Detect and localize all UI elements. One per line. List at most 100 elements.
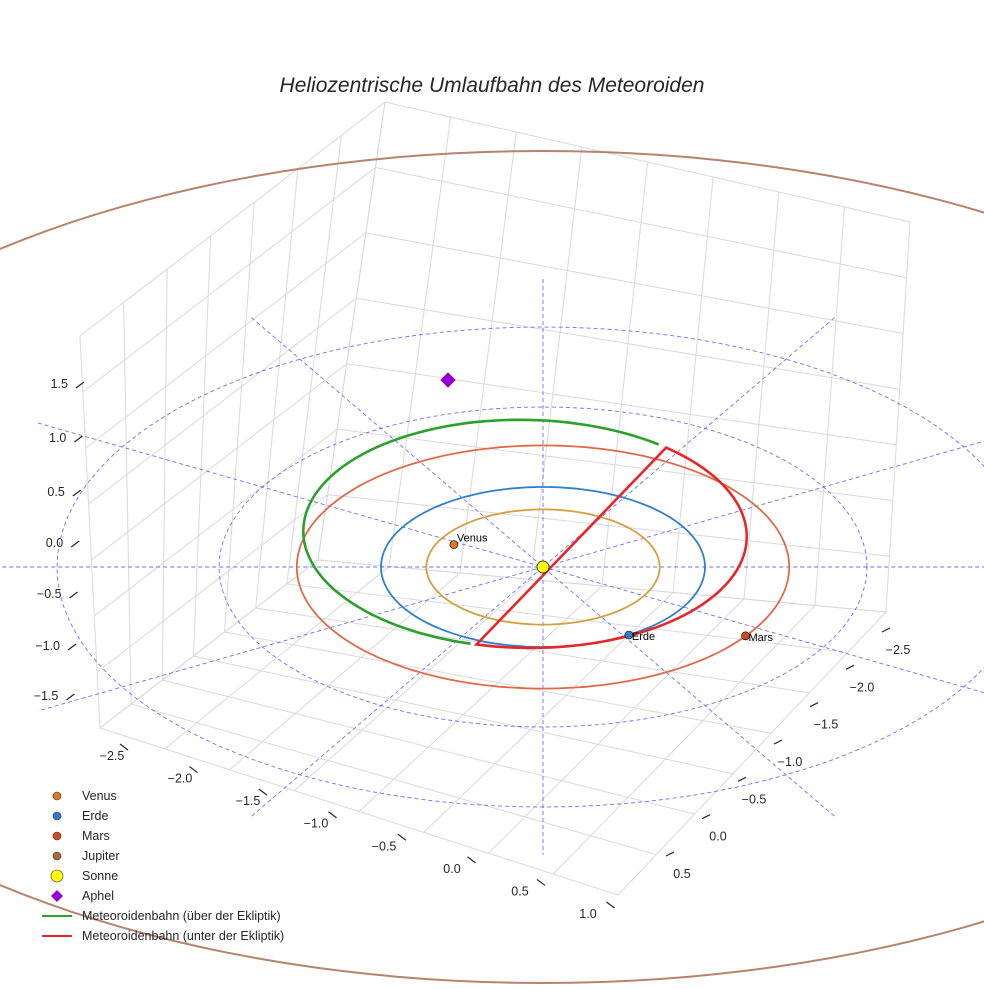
grid-line <box>82 166 907 393</box>
orbit-mars <box>295 444 791 690</box>
aphel-marker <box>440 372 456 388</box>
grid-line <box>488 598 745 854</box>
legend-item: Mars <box>40 826 284 846</box>
z-tick <box>74 435 83 443</box>
grid-line <box>79 101 911 337</box>
planet-label-erde: Erde <box>632 631 655 643</box>
y-tick-label: 0.5 <box>673 867 690 881</box>
grid-line <box>229 572 461 771</box>
legend-label: Venus <box>82 789 117 803</box>
planet-label-mars: Mars <box>749 632 774 644</box>
x-tick-label: −1.0 <box>304 817 329 831</box>
z-tick-label: 0.0 <box>46 536 63 550</box>
legend-marker-line <box>40 926 74 946</box>
grid-line <box>224 202 255 633</box>
x-tick <box>467 856 476 864</box>
pane-left <box>80 102 385 700</box>
legend-marker-circle <box>40 786 74 806</box>
grid-line <box>255 168 299 609</box>
y-tick <box>881 627 891 633</box>
grid-line <box>255 607 810 694</box>
x-tick-label: 0.5 <box>511 884 528 898</box>
x-tick-label: 0.0 <box>443 862 460 876</box>
z-tick-label: 0.5 <box>47 485 64 499</box>
y-tick-label: −1.0 <box>778 755 803 769</box>
grid-line <box>224 631 772 734</box>
y-tick <box>845 664 855 670</box>
grid-line <box>286 135 342 585</box>
z-tick-label: 1.0 <box>49 431 66 445</box>
y-tick <box>773 739 783 745</box>
grid-line <box>164 566 390 750</box>
grid-line <box>99 559 319 729</box>
x-tick <box>536 878 546 886</box>
z-tick <box>72 489 82 497</box>
grid-line <box>123 302 132 705</box>
planet-label-venus: Venus <box>457 533 488 545</box>
y-tick-label: −2.5 <box>886 643 911 657</box>
grid-line <box>161 269 168 681</box>
x-tick <box>328 811 337 819</box>
grid-line <box>85 232 904 449</box>
grid-line <box>552 605 816 875</box>
legend-item: Meteoroidenbahn (unter der Ekliptik) <box>40 926 284 946</box>
grid-line <box>423 592 674 833</box>
legend-label: Erde <box>82 809 109 823</box>
x-tick <box>189 766 198 774</box>
x-tick-label: 1.0 <box>579 907 596 921</box>
orbit-venus <box>425 508 661 626</box>
planet-orbits <box>0 149 984 985</box>
grid-line <box>388 116 452 567</box>
grid-line <box>459 131 517 574</box>
z-tick-label: −0.5 <box>37 587 62 601</box>
legend-marker-circle <box>40 846 74 866</box>
chart-legend: Venus Erde Mars Jupiter Sonne Aphel Meteoroide… <box>40 786 284 946</box>
grid-line <box>530 146 583 580</box>
x-tick-label: −0.5 <box>372 839 397 853</box>
legend-item: Erde <box>40 806 284 826</box>
z-tick-label: −1.0 <box>35 639 60 653</box>
y-tick-label: −2.0 <box>850 680 875 694</box>
grid-line <box>131 703 657 856</box>
x-tick <box>119 743 129 751</box>
legend-label: Meteoroidenbahn (über der Ekliptik) <box>82 909 281 923</box>
planet-markers: Venus Erde Mars <box>440 372 774 644</box>
y-tick <box>701 814 711 820</box>
y-tick <box>809 702 819 708</box>
planet-marker-erde <box>624 630 634 640</box>
z-tick <box>70 540 80 548</box>
y-tick <box>665 851 675 857</box>
meteoroid-orbit <box>301 418 749 650</box>
axis-panes <box>80 102 385 700</box>
grid-line <box>192 235 212 657</box>
x-tick <box>397 833 407 841</box>
chart-title: Heliozentrische Umlaufbahn des Meteoroid… <box>279 74 705 97</box>
grid-line <box>317 101 386 561</box>
x-tick-label: −2.5 <box>100 749 125 763</box>
grid-line <box>193 655 733 775</box>
z-tick-label: 1.5 <box>51 377 68 391</box>
legend-marker-circle <box>40 826 74 846</box>
grid-line <box>814 206 845 606</box>
legend-label: Aphel <box>82 889 114 903</box>
grid-line <box>96 494 890 673</box>
legend-item: Jupiter <box>40 846 284 866</box>
meteoroid-orbit-above <box>301 418 660 645</box>
grid-line <box>99 727 619 896</box>
z-tick <box>69 591 78 599</box>
z-tick <box>66 693 75 701</box>
sun-marker <box>536 560 550 574</box>
legend-item: Sonne <box>40 866 284 886</box>
axis-grid <box>79 101 911 896</box>
legend-marker-circle <box>40 806 74 826</box>
legend-marker-diamond <box>40 886 74 906</box>
z-tick <box>75 381 85 389</box>
grid-line <box>617 611 887 896</box>
reference-radial <box>251 317 835 817</box>
legend-item: Venus <box>40 786 284 806</box>
y-tick-label: 0.0 <box>709 830 726 844</box>
legend-label: Sonne <box>82 869 119 883</box>
planet-marker-mars <box>741 631 750 641</box>
reference-radial <box>251 317 835 817</box>
